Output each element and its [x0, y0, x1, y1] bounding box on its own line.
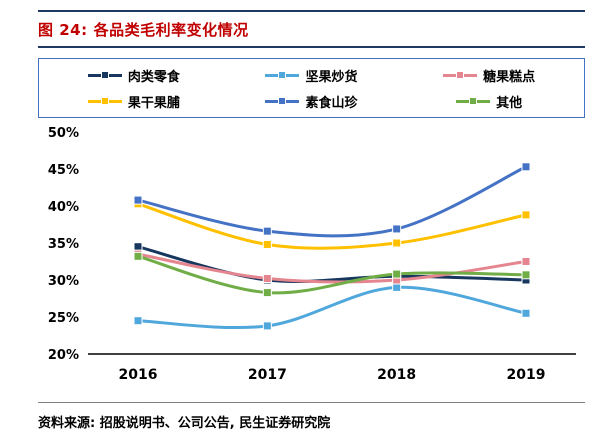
y-tick-label: 50% — [48, 126, 79, 141]
y-tick-label: 30% — [48, 274, 79, 289]
legend-marker-icon — [443, 71, 478, 80]
x-tick-label: 2017 — [248, 367, 287, 383]
series-line — [136, 165, 528, 238]
data-point-marker — [262, 239, 272, 249]
data-point-marker — [521, 270, 531, 280]
data-point-marker — [392, 224, 402, 234]
series-line — [136, 254, 528, 295]
legend-label: 坚果炒货 — [305, 70, 358, 85]
figure-number-label: 图 24: — [38, 21, 88, 39]
title-underline — [38, 46, 585, 48]
legend-item: 素食山珍 — [223, 92, 401, 111]
figure-title: 图 24: 各品类毛利率变化情况 — [38, 12, 585, 46]
data-point-marker — [392, 282, 402, 292]
x-tick-label: 2018 — [377, 367, 416, 383]
data-point-marker — [133, 316, 143, 326]
data-point-marker — [262, 226, 272, 236]
data-point-marker — [262, 321, 272, 331]
legend-marker-icon — [87, 97, 122, 106]
legend-item: 其他 — [400, 92, 578, 111]
series-line — [136, 285, 528, 330]
legend-marker-icon — [87, 71, 122, 80]
chart-area: 20% 25% 30% 35% 40% 45% 50% 2016 2017 2018 2019 — [38, 122, 585, 396]
data-point-marker — [133, 242, 143, 252]
series-line — [136, 245, 528, 284]
line-chart: 20% 25% 30% 35% 40% 45% 50% 2016 2017 2018 2019 — [48, 126, 576, 383]
chart-legend: 肉类零食 坚果炒货 糖果糕点果干果脯 素食山珍 其他 — [38, 58, 585, 118]
legend-item: 糖果糕点 — [400, 66, 578, 85]
y-tick-label: 45% — [48, 163, 79, 178]
y-tick-label: 20% — [48, 348, 79, 363]
data-point-marker — [521, 257, 531, 266]
figure-title-text: 各品类毛利率变化情况 — [93, 21, 249, 39]
legend-label: 素食山珍 — [305, 96, 358, 111]
data-point-marker — [392, 238, 402, 248]
data-point-marker — [262, 288, 272, 298]
legend-marker-icon — [265, 71, 300, 80]
data-point-marker — [133, 195, 143, 205]
y-tick-label: 25% — [48, 311, 79, 326]
legend-item: 果干果脯 — [45, 92, 223, 111]
data-point-marker — [133, 251, 143, 261]
data-point-marker — [521, 162, 531, 172]
source-note: 资料来源: 招股说明书、公司公告, 民生证券研究院 — [38, 402, 585, 431]
data-point-marker — [262, 274, 272, 284]
y-tick-label: 40% — [48, 200, 79, 215]
legend-label: 肉类零食 — [127, 70, 180, 85]
x-tick-label: 2019 — [507, 367, 546, 383]
legend-item: 肉类零食 — [45, 66, 223, 85]
legend-label: 糖果糕点 — [483, 70, 536, 85]
legend-marker-icon — [265, 97, 300, 106]
x-tick-label: 2016 — [119, 367, 158, 383]
legend-label: 果干果脯 — [127, 96, 180, 111]
data-point-marker — [392, 269, 402, 279]
y-tick-label: 35% — [48, 237, 79, 252]
source-text: 资料来源: 招股说明书、公司公告, 民生证券研究院 — [38, 416, 331, 431]
series-line — [136, 252, 528, 284]
top-divider — [38, 10, 585, 12]
legend-item: 坚果炒货 — [223, 66, 401, 85]
legend-marker-icon — [456, 97, 491, 106]
data-point-marker — [521, 308, 531, 318]
legend-label: 其他 — [496, 96, 523, 111]
series-line — [136, 202, 528, 250]
data-point-marker — [521, 210, 531, 220]
